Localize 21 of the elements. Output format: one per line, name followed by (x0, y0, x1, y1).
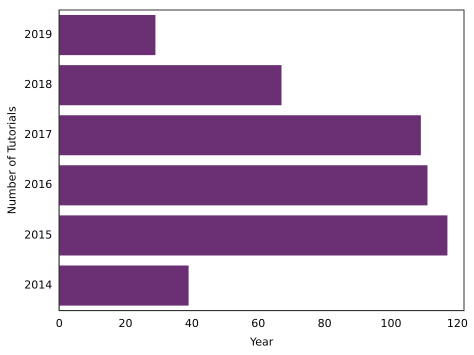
y-tick-label: 2015 (24, 228, 52, 242)
x-tick-label: 40 (184, 317, 199, 330)
y-tick-label: 2016 (24, 178, 52, 192)
bar (59, 15, 156, 56)
y-tick-label: 2018 (24, 78, 52, 92)
bar (59, 165, 428, 206)
x-tick-label: 60 (251, 317, 266, 330)
y-tick-label: 2014 (24, 278, 52, 292)
x-tick-label: 20 (118, 317, 133, 330)
bar (59, 215, 448, 256)
x-tick-label: 100 (380, 317, 402, 330)
y-tick-label: 2019 (24, 28, 52, 41)
x-tick-label: 120 (446, 317, 468, 330)
y-tick-label: 2017 (24, 128, 52, 142)
bar (59, 115, 421, 156)
x-tick-label: 80 (318, 317, 332, 330)
y-axis-title: Number of Tutorials (5, 106, 18, 214)
bar (59, 266, 189, 306)
x-tick-label: 0 (56, 317, 63, 330)
x-axis-title: Year (248, 335, 274, 348)
bar (59, 65, 282, 106)
